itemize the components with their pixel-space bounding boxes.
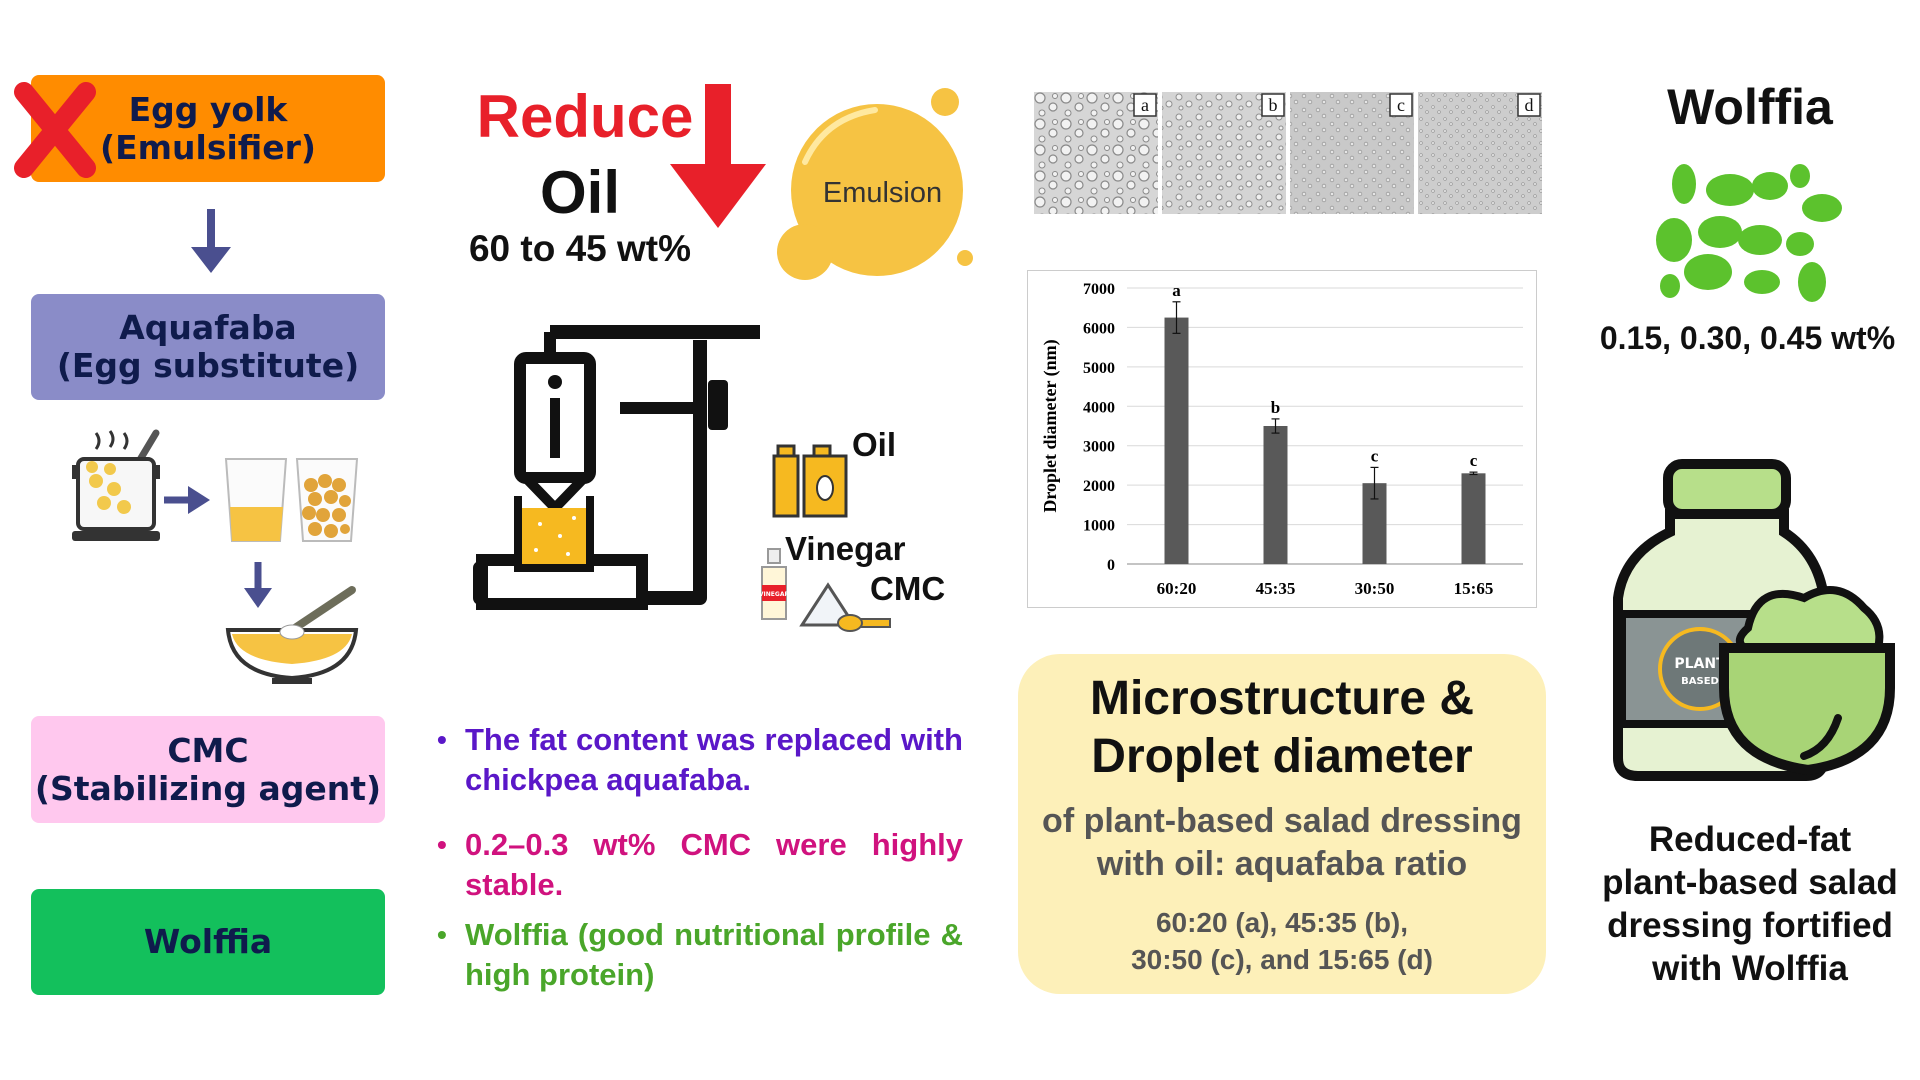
- aquafaba-box: Aquafaba (Egg substitute): [31, 294, 385, 400]
- emulsion-label: Emulsion: [822, 177, 943, 209]
- wolffia-box: Wolffia: [31, 889, 385, 995]
- plant-based-badge-line2: BASED: [1681, 676, 1719, 687]
- oil-heading: Oil: [539, 159, 620, 226]
- arrow-right-icon: [164, 486, 210, 514]
- significance-letter: c: [1371, 446, 1379, 465]
- dressing-bottle-icon: PLANT BASED: [1613, 459, 1895, 781]
- x-tick-label: 45:35: [1256, 579, 1296, 598]
- y-tick-label: 1000: [1083, 518, 1115, 535]
- summary-card: [1018, 654, 1546, 994]
- significance-letter: b: [1271, 398, 1280, 417]
- vinegar-bottle-icon: VINEGAR: [759, 548, 790, 620]
- chickpea-glass-icon: [295, 458, 359, 542]
- droplet-diameter-chart: a b c c 0 1000 2000 3000 4000 5000 6000 7000 60:20…: [1027, 270, 1537, 608]
- arrow-down-icon: [244, 562, 272, 608]
- product-caption: Reduced-fat plant-based salad dressing f…: [1602, 820, 1898, 988]
- bullet-fat-replaced: The fat content was replaced with chickp…: [435, 720, 963, 800]
- bar: [1263, 426, 1288, 564]
- wolffia-title: Wolffia: [1667, 79, 1833, 135]
- micrograph-strip: a b c d: [1034, 92, 1542, 214]
- bullet-cmc-stable: 0.2–0.3 wt% CMC were highly stable.: [435, 825, 963, 905]
- cmc-ingredient-label: CMC: [870, 570, 946, 607]
- bar: [1461, 473, 1486, 564]
- x-tick-label: 60:20: [1157, 579, 1197, 598]
- cooking-pot-icon: [72, 429, 160, 541]
- significance-letter: a: [1172, 281, 1181, 300]
- oil-bottles-icon: [772, 444, 848, 518]
- homogenizer-icon: [473, 325, 760, 610]
- micrograph-label-b: b: [1269, 95, 1278, 115]
- micrograph-label-a: a: [1141, 95, 1149, 115]
- oil-range-text: 60 to 45 wt%: [468, 228, 692, 269]
- y-tick-label: 6000: [1083, 320, 1115, 337]
- micrograph-label-c: c: [1397, 95, 1405, 115]
- y-tick-label: 7000: [1083, 281, 1115, 298]
- y-tick-label: 4000: [1083, 399, 1115, 416]
- micrograph-label-d: d: [1525, 95, 1534, 115]
- y-tick-label: 2000: [1083, 478, 1115, 495]
- plant-based-badge-line1: PLANT: [1674, 656, 1726, 672]
- arrow-down-icon: [191, 209, 231, 273]
- aquafaba-glass-icon: [224, 458, 288, 542]
- summary-ratios: 60:20 (a), 45:35 (b), 30:50 (c), and 15:…: [1131, 907, 1433, 975]
- y-tick-label: 5000: [1083, 360, 1115, 377]
- vinegar-ingredient-label: Vinegar: [785, 530, 906, 567]
- down-arrow-icon: [670, 84, 766, 228]
- oil-ingredient-label: Oil: [852, 426, 897, 463]
- significance-letter: c: [1470, 451, 1478, 470]
- chart-y-axis-label: Droplet diameter (nm): [1040, 339, 1061, 512]
- mixing-bowl-icon: [225, 586, 359, 684]
- bar: [1164, 317, 1189, 564]
- summary-subtitle: of plant-based salad dressing with oil: …: [1042, 802, 1522, 883]
- x-tick-label: 30:50: [1355, 579, 1395, 598]
- y-tick-label: 3000: [1083, 439, 1115, 456]
- cross-icon: [14, 82, 96, 178]
- y-tick-label: 0: [1107, 557, 1115, 574]
- wolffia-amounts: 0.15, 0.30, 0.45 wt%: [1599, 320, 1896, 356]
- emulsion-bubble-icon: [777, 88, 973, 280]
- cmc-powder-icon: [799, 582, 891, 632]
- bullet-wolffia-protein: Wolffia (good nutritional profile & high…: [435, 915, 963, 995]
- vinegar-bottle-label: VINEGAR: [759, 591, 790, 598]
- summary-title: Microstructure & Droplet diameter: [1089, 672, 1475, 783]
- cmc-box: CMC (Stabilizing agent): [31, 716, 385, 823]
- reduce-heading: Reduce: [476, 83, 694, 150]
- x-tick-label: 15:65: [1454, 579, 1494, 598]
- wolffia-plant-icon: [1656, 164, 1842, 302]
